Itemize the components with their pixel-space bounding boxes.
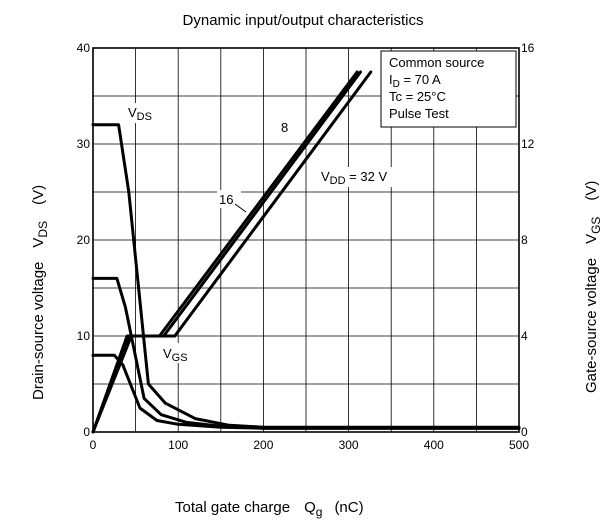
legend-line-3: Tc = 25°C [389, 89, 446, 104]
plot-frame [92, 47, 520, 433]
y-right-tick-label: 12 [521, 137, 535, 151]
legend-box: Common source ID = 70 A Tc = 25°C Pulse … [380, 50, 517, 128]
x-tick-label: 100 [168, 438, 188, 452]
y-left-tick-label: 10 [77, 329, 91, 343]
svg-text:VGS: VGS [163, 346, 188, 364]
y-right-tick-label: 0 [521, 425, 528, 439]
svg-text:VDS: VDS [128, 105, 152, 123]
vgs-curve [91, 70, 373, 434]
x-tick-label: 400 [424, 438, 444, 452]
legend-line-1: Common source [389, 55, 484, 70]
y-axis-left-label: Drain-source voltageVDS(V) [30, 185, 50, 400]
y-right-tick-label: 16 [521, 41, 535, 55]
svg-text:Drain-source voltageVDS(V): Drain-source voltageVDS(V) [30, 185, 50, 400]
y-left-tick-label: 0 [83, 425, 90, 439]
y-left-tick-label: 20 [77, 233, 91, 247]
y-right-tick-label: 8 [521, 233, 528, 247]
vds-curve [91, 123, 521, 429]
svg-text:8: 8 [281, 120, 288, 135]
annotation-16: 16 [217, 190, 247, 213]
annotation-vds: VDS [126, 103, 168, 123]
svg-text:VDD = 32 V: VDD = 32 V [321, 169, 387, 187]
annotation-vdd: VDD = 32 V [318, 167, 414, 187]
chart-title: Dynamic input/output characteristics [183, 12, 424, 29]
annotation-vgs: VGS [160, 343, 202, 364]
vgs-curve [91, 70, 362, 434]
y-left-tick-label: 40 [77, 41, 91, 55]
legend-line-2: ID = 70 A [389, 72, 441, 90]
x-tick-label: 200 [253, 438, 273, 452]
curves [91, 70, 521, 434]
svg-text:16: 16 [219, 192, 233, 207]
svg-text:Gate-source voltageVGS(V): Gate-source voltageVGS(V) [583, 181, 603, 393]
annotation-8: 8 [277, 118, 295, 136]
y-right-tick-label: 4 [521, 329, 528, 343]
legend-line-4: Pulse Test [389, 106, 449, 121]
x-tick-label: 0 [90, 438, 97, 452]
x-axis-label: Total gate charge Qg (nC) [175, 499, 364, 519]
y-left-tick-label: 30 [77, 137, 91, 151]
x-tick-label: 300 [339, 438, 359, 452]
x-tick-label: 500 [509, 438, 529, 452]
y-axis-right-label: Gate-source voltageVGS(V) [583, 181, 603, 393]
